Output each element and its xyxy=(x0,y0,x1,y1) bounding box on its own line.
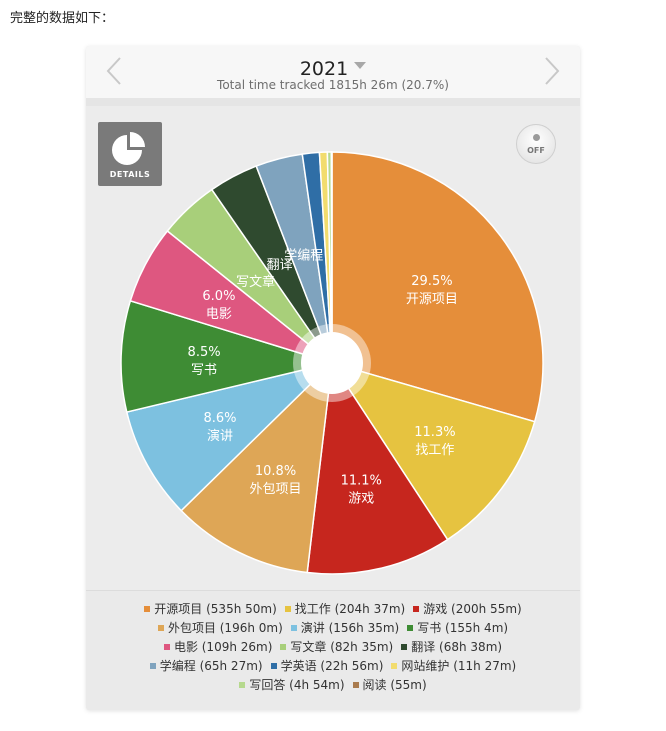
legend-swatch xyxy=(401,643,408,650)
legend-item[interactable]: 写书 (155h 4m) xyxy=(407,618,508,637)
legend-item[interactable]: 游戏 (200h 55m) xyxy=(413,599,522,618)
legend-item[interactable]: 找工作 (204h 37m) xyxy=(284,599,406,618)
legend-row: 外包项目 (196h 0m) 演讲 (156h 35m) 写书 (155h 4m) xyxy=(86,618,580,637)
pie-slice-5[interactable] xyxy=(120,299,335,413)
slice-name-label-3: 外包项目 xyxy=(250,482,302,497)
header: 2021 Total time tracked 1815h 26m (20.7%… xyxy=(86,46,580,98)
legend-row: 学编程 (65h 27m) 学英语 (22h 56m) 网站维护 (11h 27m) xyxy=(86,656,580,675)
legend-item[interactable]: 开源项目 (535h 50m) xyxy=(144,599,277,618)
slice-pct-label-0: 29.5% xyxy=(411,274,452,289)
legend-swatch xyxy=(413,605,420,612)
pie-slice-3[interactable] xyxy=(180,360,333,574)
toggle-label: OFF xyxy=(527,146,545,155)
slice-name-label-8: 翻译 xyxy=(267,258,293,273)
legend-swatch xyxy=(290,624,297,631)
slice-name-label-4: 演讲 xyxy=(207,428,233,444)
legend-label: 学编程 (65h 27m) xyxy=(159,659,263,673)
legend-row: 写回答 (4h 54m) 阅读 (55m) xyxy=(86,675,580,694)
legend-label: 演讲 (156h 35m) xyxy=(300,621,400,635)
legend-swatch xyxy=(284,605,291,612)
slice-name-label-6: 电影 xyxy=(206,307,232,322)
legend-label: 网站维护 (11h 27m) xyxy=(401,659,517,673)
legend-swatch xyxy=(270,662,277,669)
slice-pct-label-5: 8.5% xyxy=(188,345,221,360)
legend-item[interactable]: 电影 (109h 26m) xyxy=(163,637,273,656)
chevron-right-icon[interactable] xyxy=(536,54,566,88)
toggle-indicator xyxy=(533,134,540,141)
legend-row: 电影 (109h 26m) 写文章 (82h 35m) 翻译 (68h 38m) xyxy=(86,637,580,656)
year-label: 2021 xyxy=(299,58,349,80)
legend-swatch xyxy=(163,643,170,650)
slice-pct-label-3: 10.8% xyxy=(255,464,296,479)
chevron-left-icon[interactable] xyxy=(100,54,130,88)
legend-swatch xyxy=(149,662,156,669)
slice-pct-label-2: 11.1% xyxy=(341,474,382,489)
slice-pct-label-6: 6.0% xyxy=(202,289,235,304)
pie-slice-0[interactable] xyxy=(331,151,544,423)
legend-item[interactable]: 翻译 (68h 38m) xyxy=(401,637,502,656)
legend-label: 写回答 (4h 54m) xyxy=(249,678,345,692)
legend-label: 写书 (155h 4m) xyxy=(417,621,509,635)
time-tracker-card: 2021 Total time tracked 1815h 26m (20.7%… xyxy=(86,46,580,710)
slice-name-label-2: 游戏 xyxy=(348,492,374,507)
legend-label: 翻译 (68h 38m) xyxy=(411,640,503,654)
legend-swatch xyxy=(157,624,164,631)
off-toggle[interactable]: OFF xyxy=(516,124,556,164)
year-dropdown[interactable]: 2021 xyxy=(86,52,580,80)
pie-slice-13[interactable] xyxy=(330,151,333,364)
details-label: DETAILS xyxy=(109,170,151,179)
legend-item[interactable]: 演讲 (156h 35m) xyxy=(290,618,400,637)
slice-name-label-9: 学编程 xyxy=(284,248,323,264)
pie-chart[interactable]: 29.5% 开源项目 11.3% 找工作 11.1% 游戏 10.8% 外包项目 8.6% 演讲 8… xyxy=(86,106,580,590)
pie-slice-1[interactable] xyxy=(330,361,536,541)
legend-label: 外包项目 (196h 0m) xyxy=(167,621,283,635)
legend-item[interactable]: 网站维护 (11h 27m) xyxy=(391,656,516,675)
chart-legend: 开源项目 (535h 50m) 找工作 (204h 37m) 游戏 (200h 55… xyxy=(86,590,580,710)
legend-label: 游戏 (200h 55m) xyxy=(423,602,522,616)
legend-label: 写文章 (82h 35m) xyxy=(290,640,394,654)
chart-area: 29.5% 开源项目 11.3% 找工作 11.1% 游戏 10.8% 外包项目 8.6% 演讲 8… xyxy=(86,106,580,590)
legend-item[interactable]: 外包项目 (196h 0m) xyxy=(157,618,283,637)
donut-hole xyxy=(301,332,363,394)
legend-swatch xyxy=(239,681,246,688)
pie-chart-icon xyxy=(112,132,145,165)
legend-row: 开源项目 (535h 50m) 找工作 (204h 37m) 游戏 (200h 55… xyxy=(86,599,580,618)
pie-slice-2[interactable] xyxy=(306,360,449,575)
slice-name-label-7: 写文章 xyxy=(236,274,275,290)
legend-swatch xyxy=(352,681,359,688)
legend-item[interactable]: 学编程 (65h 27m) xyxy=(149,656,263,675)
slice-pct-label-1: 11.3% xyxy=(414,425,455,440)
total-time-subtitle: Total time tracked 1815h 26m (20.7%) xyxy=(217,78,449,92)
legend-label: 学英语 (22h 56m) xyxy=(280,659,384,673)
legend-item[interactable]: 写文章 (82h 35m) xyxy=(280,637,393,656)
legend-label: 电影 (109h 26m) xyxy=(173,640,273,654)
legend-label: 阅读 (55m) xyxy=(362,678,427,692)
legend-label: 找工作 (204h 37m) xyxy=(294,602,406,616)
legend-swatch xyxy=(391,662,398,669)
legend-swatch xyxy=(280,643,287,650)
slice-name-label-1: 找工作 xyxy=(415,443,454,458)
legend-swatch xyxy=(407,624,414,631)
slice-name-label-0: 开源项目 xyxy=(406,292,458,307)
header-divider xyxy=(86,98,580,106)
slice-name-label-5: 写书 xyxy=(191,363,217,378)
details-button[interactable]: DETAILS xyxy=(98,122,162,186)
slice-pct-label-4: 8.6% xyxy=(203,411,236,426)
intro-text: 完整的数据如下： xyxy=(10,11,115,26)
caret-down-icon xyxy=(354,52,367,74)
legend-item[interactable]: 学英语 (22h 56m) xyxy=(270,656,384,675)
legend-item[interactable]: 写回答 (4h 54m) xyxy=(239,675,345,694)
legend-item[interactable]: 阅读 (55m) xyxy=(352,675,427,694)
legend-swatch xyxy=(144,605,151,612)
legend-label: 开源项目 (535h 50m) xyxy=(154,602,277,616)
